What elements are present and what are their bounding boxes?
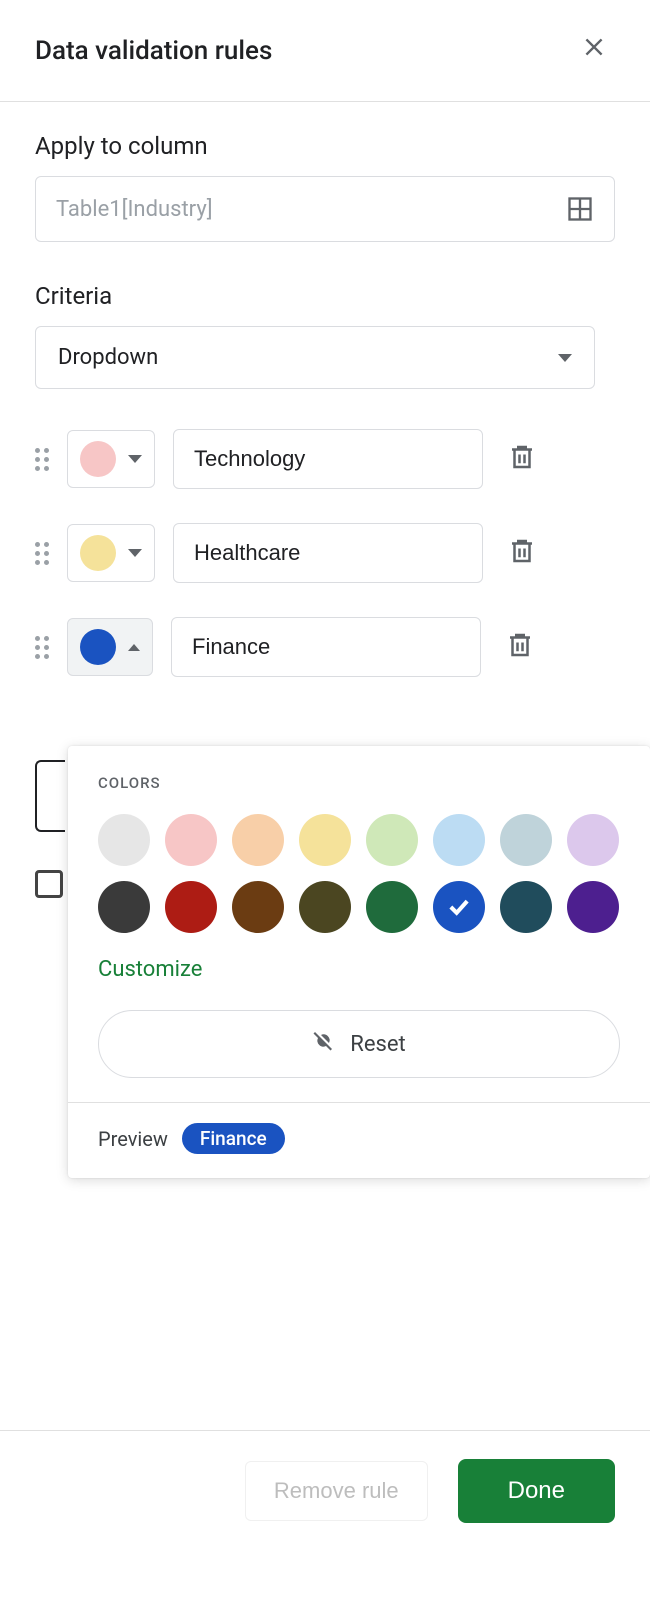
panel-body: Apply to column Table1[Industry] Criteri… (0, 102, 650, 677)
color-swatch-option[interactable] (165, 814, 217, 866)
color-swatch-option[interactable] (567, 881, 619, 933)
color-swatch-option[interactable] (299, 881, 351, 933)
chevron-down-icon (128, 549, 142, 557)
panel-title: Data validation rules (35, 36, 272, 66)
criteria-value: Dropdown (58, 345, 158, 370)
color-swatch-option[interactable] (500, 814, 552, 866)
color-swatch-option[interactable] (232, 814, 284, 866)
apply-range-field[interactable]: Table1[Industry] (35, 176, 615, 242)
data-validation-panel: Data validation rules Apply to column Ta… (0, 0, 650, 1471)
colors-heading: COLORS (98, 774, 620, 792)
color-chip-button[interactable] (67, 618, 153, 676)
color-chip-button[interactable] (67, 524, 155, 582)
preview-row: Preview Finance (68, 1123, 650, 1154)
option-row (35, 429, 615, 489)
reset-button[interactable]: Reset (98, 1010, 620, 1078)
close-icon[interactable] (573, 30, 615, 71)
apply-label: Apply to column (35, 132, 615, 160)
color-picker-popover: COLORS Customize Reset Preview Finance (68, 746, 650, 1178)
customize-link[interactable]: Customize (98, 957, 620, 982)
remove-rule-button[interactable]: Remove rule (245, 1461, 428, 1521)
color-swatch-option[interactable] (98, 881, 150, 933)
color-swatch-option[interactable] (433, 814, 485, 866)
color-swatch-option[interactable] (567, 814, 619, 866)
delete-option-icon[interactable] (507, 536, 537, 570)
delete-option-icon[interactable] (507, 442, 537, 476)
apply-range-value: Table1[Industry] (56, 197, 213, 222)
color-swatch-option[interactable] (433, 881, 485, 933)
divider (68, 1102, 650, 1103)
option-row (35, 523, 615, 583)
color-swatch-option[interactable] (366, 814, 418, 866)
color-swatch (80, 441, 116, 477)
panel-header: Data validation rules (0, 0, 650, 102)
checkbox-partial[interactable] (35, 870, 63, 898)
drag-handle-icon[interactable] (35, 636, 49, 659)
select-range-icon[interactable] (566, 195, 594, 223)
option-value-input[interactable] (173, 429, 483, 489)
chevron-up-icon (128, 644, 140, 651)
option-value-input[interactable] (173, 523, 483, 583)
done-button[interactable]: Done (458, 1459, 615, 1523)
option-value-input[interactable] (171, 617, 481, 677)
chevron-down-icon (128, 455, 142, 463)
drag-handle-icon[interactable] (35, 448, 49, 471)
color-swatch-option[interactable] (366, 881, 418, 933)
color-swatch-option[interactable] (165, 881, 217, 933)
color-swatch (80, 629, 116, 665)
panel-footer: Remove rule Done (0, 1430, 650, 1551)
preview-label: Preview (98, 1127, 168, 1151)
color-swatch (80, 535, 116, 571)
reset-icon (312, 1029, 336, 1059)
criteria-select[interactable]: Dropdown (35, 326, 595, 389)
delete-option-icon[interactable] (505, 630, 535, 664)
color-palette (98, 814, 620, 933)
option-row (35, 617, 615, 677)
color-swatch-option[interactable] (232, 881, 284, 933)
criteria-label: Criteria (35, 282, 615, 310)
color-chip-button[interactable] (67, 430, 155, 488)
color-swatch-option[interactable] (299, 814, 351, 866)
drag-handle-icon[interactable] (35, 542, 49, 565)
preview-chip: Finance (182, 1123, 285, 1154)
chevron-down-icon (558, 354, 572, 362)
reset-label: Reset (350, 1032, 405, 1057)
color-swatch-option[interactable] (500, 881, 552, 933)
color-swatch-option[interactable] (98, 814, 150, 866)
add-option-button-partial[interactable] (35, 760, 65, 832)
